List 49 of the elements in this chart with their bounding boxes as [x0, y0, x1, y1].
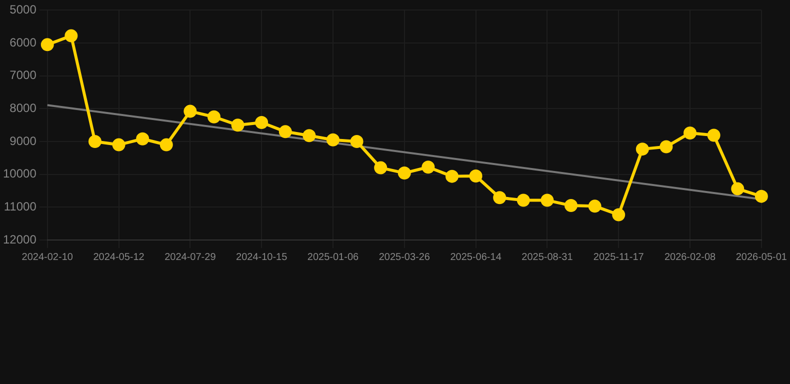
x-tick-label: 2025-11-17 — [593, 252, 644, 263]
point — [64, 29, 78, 42]
y-tick-label: 8000 — [10, 101, 37, 115]
y-tick-label: 6000 — [10, 35, 37, 50]
y-tick-label: 5000 — [10, 2, 37, 17]
point — [374, 161, 388, 174]
point — [88, 135, 102, 148]
point — [422, 160, 435, 174]
x-tick-label: 2024-07-29 — [164, 252, 216, 263]
point — [112, 138, 126, 152]
point — [446, 170, 458, 183]
point — [660, 140, 673, 154]
y-tick-label: 9000 — [10, 134, 37, 148]
point — [231, 118, 244, 132]
x-tick-label: 2026-05-01 — [736, 252, 788, 263]
x-tick-label: 2024-02-10 — [22, 252, 74, 263]
x-tick-label: 2025-08-31 — [522, 252, 574, 263]
x-tick-label: 2024-05-12 — [93, 252, 145, 263]
point — [588, 200, 602, 213]
x-tick-label: 2024-10-15 — [236, 252, 288, 263]
point — [540, 194, 554, 207]
point — [684, 126, 697, 140]
point — [398, 166, 411, 180]
y-tick-label: 11000 — [4, 199, 37, 214]
point — [516, 194, 530, 207]
point — [207, 110, 220, 124]
point — [350, 135, 364, 148]
point — [302, 129, 316, 142]
point — [754, 190, 768, 203]
point — [278, 125, 292, 138]
point — [564, 199, 578, 212]
x-tick-label: 2025-03-26 — [378, 252, 430, 263]
point — [184, 104, 197, 118]
point — [160, 138, 173, 152]
point — [326, 133, 340, 146]
point — [136, 132, 150, 146]
point — [707, 128, 720, 142]
x-tick-label: 2026-02-08 — [664, 252, 716, 263]
y-tick-label: 7000 — [10, 68, 37, 82]
point — [469, 169, 482, 182]
y-tick-label: 12000 — [2, 232, 37, 246]
point — [612, 208, 626, 222]
point — [636, 142, 649, 156]
point — [493, 191, 506, 204]
x-tick-label: 2025-06-14 — [450, 252, 502, 263]
y-tick-label: 10000 — [2, 166, 37, 181]
point — [255, 116, 268, 129]
x-tick-label: 2025-01-06 — [307, 252, 360, 263]
point — [731, 182, 744, 196]
